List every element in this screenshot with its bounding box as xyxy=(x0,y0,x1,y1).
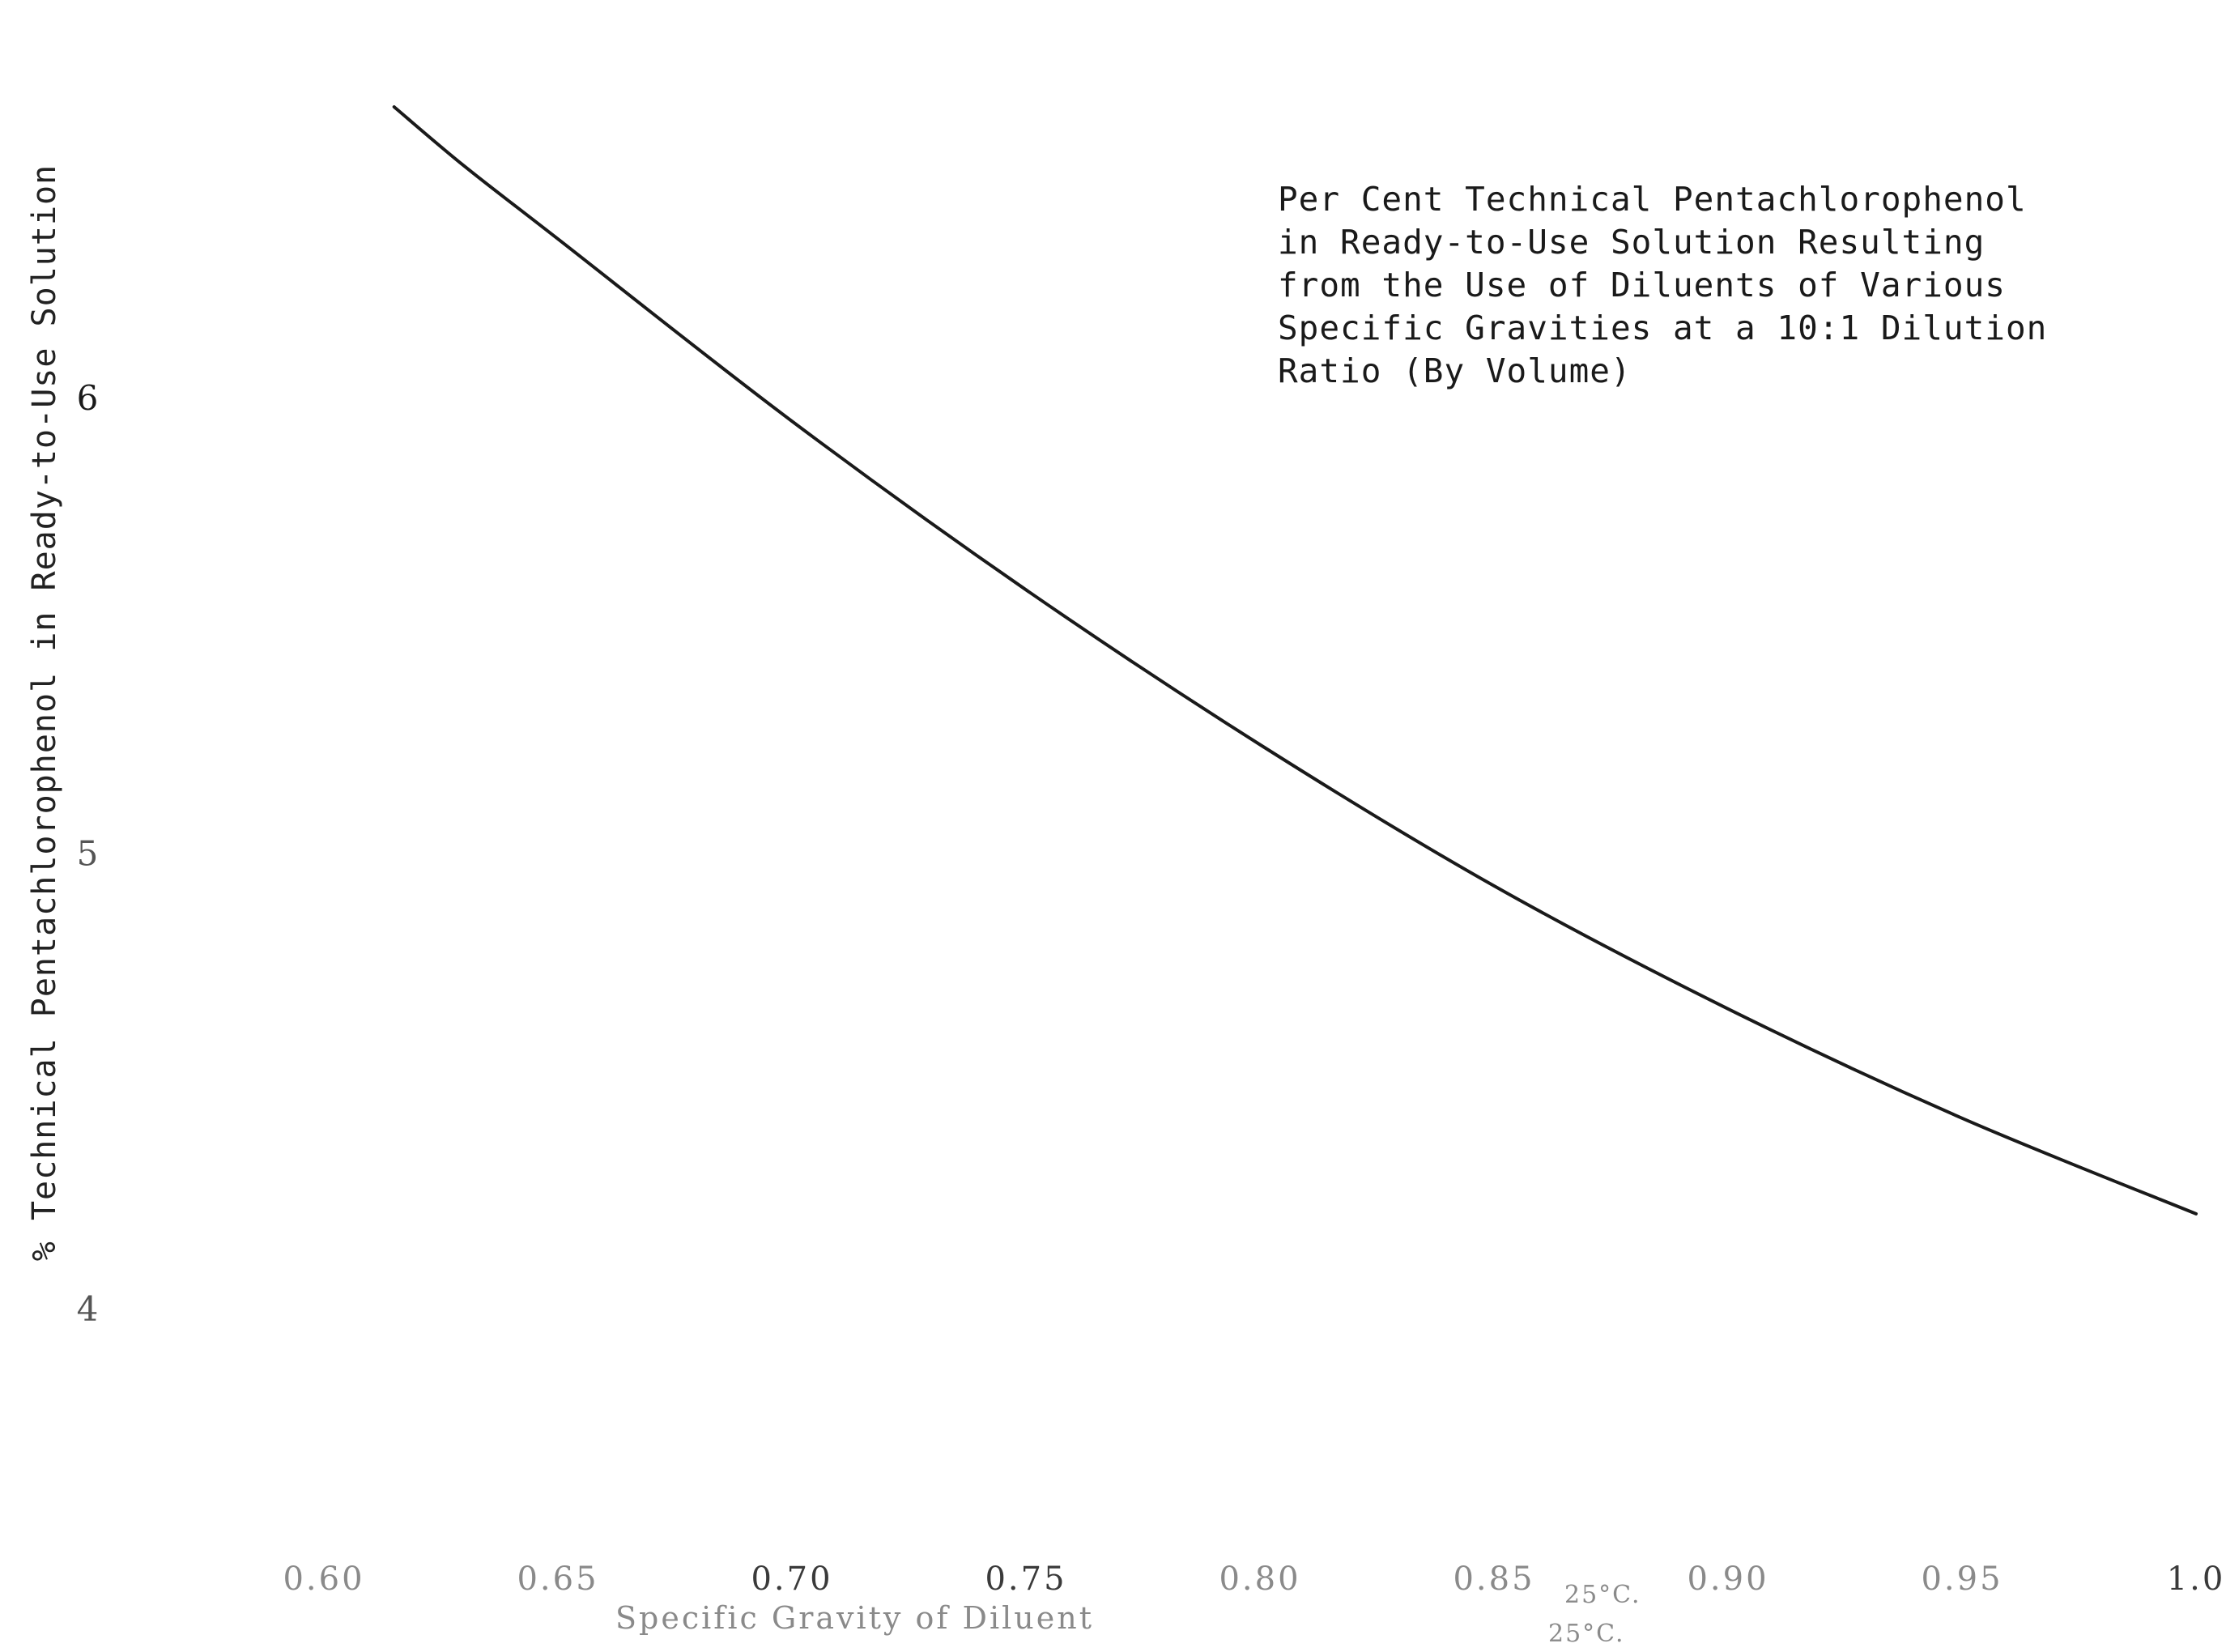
title-line: in Ready-to-Use Solution Resulting xyxy=(1278,223,1986,262)
title-line: Per Cent Technical Pentachlorophenol xyxy=(1278,180,2027,219)
x-tick-label: 0.85 xyxy=(1453,1560,1534,1598)
y-tick-label: 4 xyxy=(77,1289,99,1329)
x-unit-note: 25°C. xyxy=(1548,1620,1625,1648)
x-tick-label: 0.80 xyxy=(1219,1560,1300,1598)
x-axis-ticks: 0.60 0.65 0.70 0.75 0.80 0.85 0.90 0.95 1.0 xyxy=(283,1560,2226,1598)
series-layer xyxy=(392,105,2198,1216)
x-tick-label: 0.95 xyxy=(1921,1560,2003,1598)
x-tick-label: 1.0 xyxy=(2167,1560,2226,1598)
y-axis-ticks: 4 5 6 xyxy=(77,378,99,1329)
x-unit-note: 25°C. xyxy=(1564,1581,1641,1609)
x-axis-label: Specific Gravity of Diluent xyxy=(615,1600,1094,1636)
x-tick-label: 0.75 xyxy=(985,1560,1066,1598)
x-tick-label: 0.60 xyxy=(283,1560,364,1598)
x-tick-label: 0.90 xyxy=(1687,1560,1768,1598)
title-line: from the Use of Diluents of Various xyxy=(1278,266,2006,304)
series-line xyxy=(392,105,2198,1216)
y-axis-label: % Technical Pentachlorophenol in Ready-t… xyxy=(26,164,63,1262)
x-tick-label: 0.65 xyxy=(517,1560,598,1598)
y-tick-label: 5 xyxy=(77,834,99,874)
y-tick-label: 6 xyxy=(77,378,99,418)
x-tick-label: 0.70 xyxy=(751,1560,832,1598)
chart-title: Per Cent Technical Pentachlorophenol in … xyxy=(1278,178,2209,393)
title-line: Ratio (By Volume) xyxy=(1278,351,1632,390)
title-line: Specific Gravities at a 10:1 Dilution xyxy=(1278,309,2048,347)
